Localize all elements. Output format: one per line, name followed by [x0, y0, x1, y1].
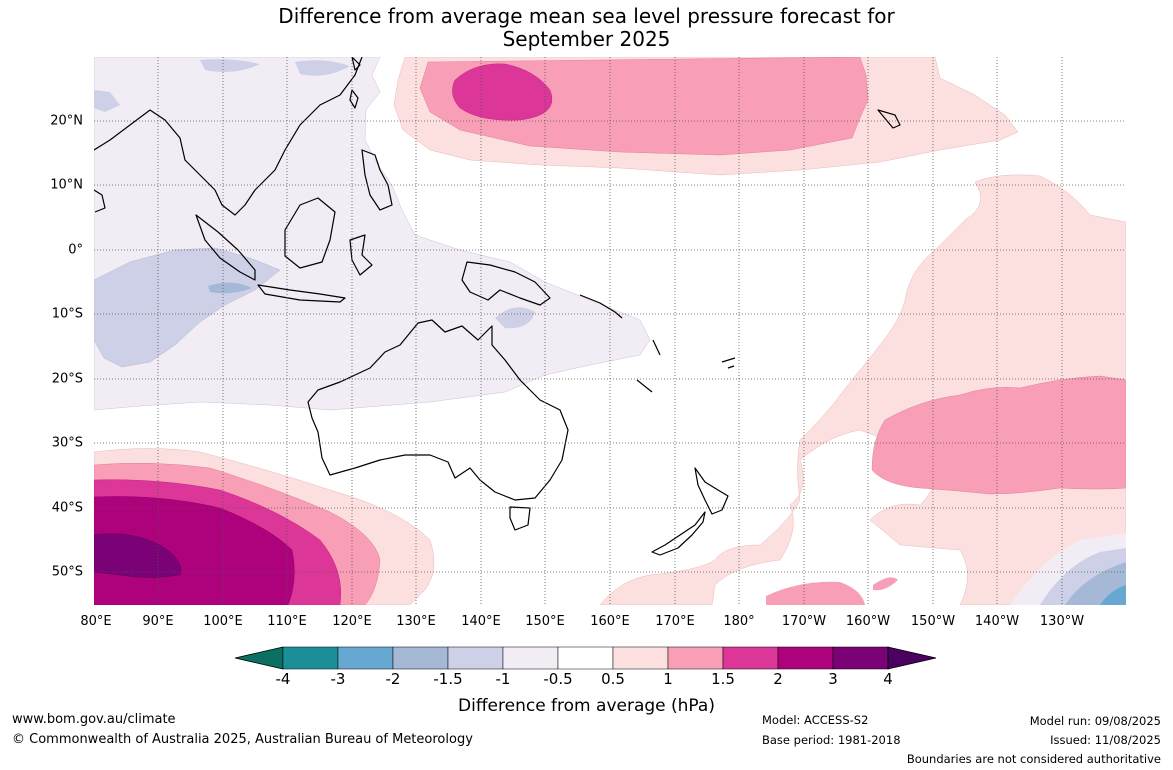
lon-tick: 180° [723, 614, 755, 629]
colorbar-swatch [337, 646, 394, 670]
colorbar-swatch [557, 646, 614, 670]
colorbar-tick-label: 0.5 [601, 670, 625, 688]
vanuatu [652, 339, 661, 356]
anomaly-region-negative-medium-5 [94, 90, 120, 112]
new-guinea-coastline [461, 261, 551, 306]
lat-tick: 10°S [51, 306, 83, 322]
hawaii-coastline [877, 109, 901, 129]
anomaly-region-negative-southeast-stronger [1100, 585, 1126, 605]
gridlines [94, 57, 1126, 605]
colorbar-swatch [667, 646, 724, 670]
new-zealand-south-island [651, 511, 706, 556]
sri-lanka-coastline [94, 189, 106, 213]
coastlines [94, 57, 901, 556]
colorbar-extend-low [234, 646, 284, 670]
anomaly-region-positive-strong-north [452, 63, 553, 121]
colorbar-tick-label: 1 [663, 670, 673, 688]
lon-tick: 160°W [845, 614, 891, 629]
map-title-line-1: Difference from average mean sea level p… [278, 4, 895, 28]
lat-tick: 50°S [51, 564, 83, 580]
map-title-line-2: September 2025 [502, 27, 671, 51]
anomaly-region-negative-medium-3 [200, 59, 260, 72]
philippines-coastline [361, 149, 393, 211]
anomaly-region-positive-stronger-southwest [94, 496, 295, 605]
lon-tick: 140°E [461, 614, 501, 629]
lon-tick: 110°E [267, 614, 307, 629]
solomon-islands [579, 294, 623, 319]
copyright-text: © Commonwealth of Australia 2025, Austra… [12, 732, 473, 747]
java-coastline [257, 284, 346, 303]
colorbar-swatch [282, 646, 339, 670]
lat-tick: 0° [68, 242, 83, 258]
colorbar-title: Difference from average (hPa) [458, 696, 715, 716]
lon-tick: 120°E [332, 614, 372, 629]
lon-tick: 80°E [80, 614, 112, 629]
colorbar-swatch [447, 646, 504, 670]
colorbar-swatch [832, 646, 889, 670]
colorbar-tick-label: -2 [385, 670, 401, 688]
taiwan-coastline [349, 89, 359, 109]
colorbar-swatch [722, 646, 779, 670]
borneo-coastline [284, 197, 336, 269]
anomaly-region-positive-medium-south-2 [766, 581, 865, 605]
sulawesi-coastline [349, 234, 373, 276]
colorbar-tick-label: -4 [275, 670, 291, 688]
anomaly-region-positive-light-south [599, 174, 1126, 605]
colorbar-tick-label: 1.5 [711, 670, 735, 688]
issued-date: Issued: 11/08/2025 [1050, 733, 1161, 747]
lat-tick: 10°N [50, 177, 83, 193]
colorbar-tick-label: -1 [495, 670, 511, 688]
anomaly-region-negative-strong [208, 282, 252, 294]
lon-tick: 130°E [396, 614, 436, 629]
anomaly-region-positive-medium-south [871, 375, 1126, 495]
anomaly-region-negative-medium-4 [295, 60, 350, 76]
colorbar-tick-label: -1.5 [433, 670, 463, 688]
australia-coastline [307, 319, 569, 501]
colorbar-tick-label: -0.5 [543, 670, 573, 688]
colorbar-swatch [502, 646, 559, 670]
lon-tick: 150°E [525, 614, 565, 629]
lon-tick: 130°W [1039, 614, 1085, 629]
colorbar-tick-label: 2 [773, 670, 783, 688]
anomaly-region-positive-medium-south-3 [873, 577, 898, 591]
lon-tick: 170°E [655, 614, 695, 629]
sumatra-coastline [195, 214, 256, 281]
lon-tick: 160°E [590, 614, 630, 629]
lon-tick: 90°E [142, 614, 174, 629]
lat-tick: 30°S [51, 435, 83, 451]
anomaly-region-negative-medium-2 [495, 307, 535, 329]
colorbar-swatch [392, 646, 449, 670]
asia-mainland-coastline [94, 57, 363, 216]
lon-tick: 150°W [910, 614, 956, 629]
anomaly-region-positive-strongest-southwest [94, 533, 182, 578]
lat-tick: 20°S [51, 371, 83, 387]
colorbar-swatch [612, 646, 669, 670]
model-name: Model: ACCESS-S2 [762, 713, 869, 727]
lat-tick: 40°S [51, 500, 83, 516]
lon-tick: 140°W [974, 614, 1020, 629]
japan-coastline [351, 57, 361, 71]
colorbar-tick-label: 4 [883, 670, 893, 688]
lon-tick: 100°E [203, 614, 243, 629]
colorbar-swatch [777, 646, 834, 670]
colorbar-extend-high [887, 646, 937, 670]
new-zealand-north-island [694, 467, 729, 515]
colorbar-tick-label: 3 [828, 670, 838, 688]
lon-tick: 170°W [781, 614, 827, 629]
boundaries-disclaimer: Boundaries are not considered authoritat… [906, 752, 1161, 766]
new-caledonia [636, 379, 653, 393]
anomaly-region-negative-medium [94, 247, 281, 368]
model-run-date: Model run: 09/08/2025 [1029, 714, 1161, 728]
colorbar-tick-label: -3 [330, 670, 346, 688]
base-period: Base period: 1981-2018 [762, 733, 901, 747]
fiji [721, 357, 736, 369]
lat-tick: 20°N [50, 113, 83, 129]
website-link[interactable]: www.bom.gov.au/climate [12, 712, 176, 727]
